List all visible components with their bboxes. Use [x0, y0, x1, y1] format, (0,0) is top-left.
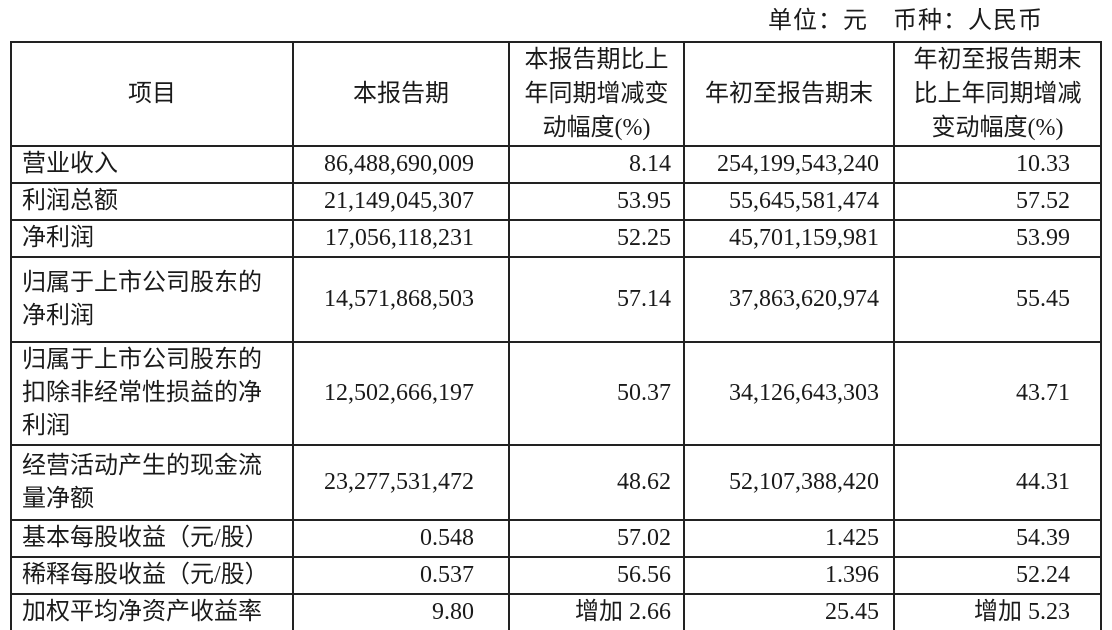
row-item-label: 净利润: [10, 219, 294, 258]
table-row-operating-cash-flow: 经营活动产生的现金流 量净额 23,277,531,472 48.62 52,1…: [10, 444, 1102, 521]
current-period-value: 0.537: [292, 556, 510, 595]
col-header-current-change: 本报告期比上 年同期增减变 动幅度(%): [508, 41, 685, 147]
ytd-value: 55,645,581,474: [683, 182, 895, 221]
ytd-change-value: 54.39: [893, 519, 1102, 558]
current-change-value: 8.14: [508, 145, 685, 184]
unit-currency-label: 单位：元 币种：人民币: [768, 8, 1043, 34]
financial-summary-table: 项目 本报告期 本报告期比上 年同期增减变 动幅度(%) 年初至报告期末 年初至…: [10, 41, 1102, 630]
ytd-value: 34,126,643,303: [683, 341, 895, 446]
current-period-value: 14,571,868,503: [292, 256, 510, 343]
row-item-label: 稀释每股收益（元/股）: [10, 556, 294, 595]
table-row-revenue: 营业收入 86,488,690,009 8.14 254,199,543,240…: [10, 145, 1102, 184]
ytd-value: 1.425: [683, 519, 895, 558]
row-item-label: 基本每股收益（元/股）: [10, 519, 294, 558]
table-row-basic-eps: 基本每股收益（元/股） 0.548 57.02 1.425 54.39: [10, 519, 1102, 558]
row-item-label: 加权平均净资产收益率: [10, 593, 294, 630]
current-period-value: 21,149,045,307: [292, 182, 510, 221]
ytd-change-value: 57.52: [893, 182, 1102, 221]
current-period-value: 86,488,690,009: [292, 145, 510, 184]
ytd-value: 1.396: [683, 556, 895, 595]
ytd-value: 52,107,388,420: [683, 444, 895, 521]
current-period-value: 12,502,666,197: [292, 341, 510, 446]
current-change-value: 57.14: [508, 256, 685, 343]
row-item-label: 营业收入: [10, 145, 294, 184]
table-row-net-profit: 净利润 17,056,118,231 52.25 45,701,159,981 …: [10, 219, 1102, 258]
table-row-net-profit-excl-nonrecurring: 归属于上市公司股东的 扣除非经常性损益的净 利润 12,502,666,197 …: [10, 341, 1102, 446]
ytd-value: 254,199,543,240: [683, 145, 895, 184]
row-item-label: 归属于上市公司股东的 净利润: [10, 256, 294, 343]
current-change-value: 48.62: [508, 444, 685, 521]
current-change-value: 57.02: [508, 519, 685, 558]
current-period-value: 0.548: [292, 519, 510, 558]
col-header-current-period: 本报告期: [292, 41, 510, 147]
ytd-change-value: 52.24: [893, 556, 1102, 595]
ytd-change-value: 53.99: [893, 219, 1102, 258]
ytd-change-value: 10.33: [893, 145, 1102, 184]
current-change-value: 增加 2.66: [508, 593, 685, 630]
current-change-value: 56.56: [508, 556, 685, 595]
current-period-value: 23,277,531,472: [292, 444, 510, 521]
ytd-value: 45,701,159,981: [683, 219, 895, 258]
ytd-change-value: 增加 5.23: [893, 593, 1102, 630]
current-period-value: 9.80: [292, 593, 510, 630]
row-item-label: 归属于上市公司股东的 扣除非经常性损益的净 利润: [10, 341, 294, 446]
col-header-ytd: 年初至报告期末: [683, 41, 895, 147]
table-row-weighted-avg-roe: 加权平均净资产收益率 9.80 增加 2.66 25.45 增加 5.23: [10, 593, 1102, 630]
row-item-label: 利润总额: [10, 182, 294, 221]
ytd-value: 37,863,620,974: [683, 256, 895, 343]
ytd-change-value: 55.45: [893, 256, 1102, 343]
current-change-value: 53.95: [508, 182, 685, 221]
ytd-value: 25.45: [683, 593, 895, 630]
table-row-net-profit-to-shareholders: 归属于上市公司股东的 净利润 14,571,868,503 57.14 37,8…: [10, 256, 1102, 343]
current-period-value: 17,056,118,231: [292, 219, 510, 258]
ytd-change-value: 44.31: [893, 444, 1102, 521]
col-header-item: 项目: [10, 41, 294, 147]
current-change-value: 50.37: [508, 341, 685, 446]
table-row-total-profit: 利润总额 21,149,045,307 53.95 55,645,581,474…: [10, 182, 1102, 221]
header-row: 项目 本报告期 本报告期比上 年同期增减变 动幅度(%) 年初至报告期末 年初至…: [10, 41, 1102, 147]
ytd-change-value: 43.71: [893, 341, 1102, 446]
current-change-value: 52.25: [508, 219, 685, 258]
table-row-diluted-eps: 稀释每股收益（元/股） 0.537 56.56 1.396 52.24: [10, 556, 1102, 595]
col-header-ytd-change: 年初至报告期末 比上年同期增减 变动幅度(%): [893, 41, 1102, 147]
row-item-label: 经营活动产生的现金流 量净额: [10, 444, 294, 521]
